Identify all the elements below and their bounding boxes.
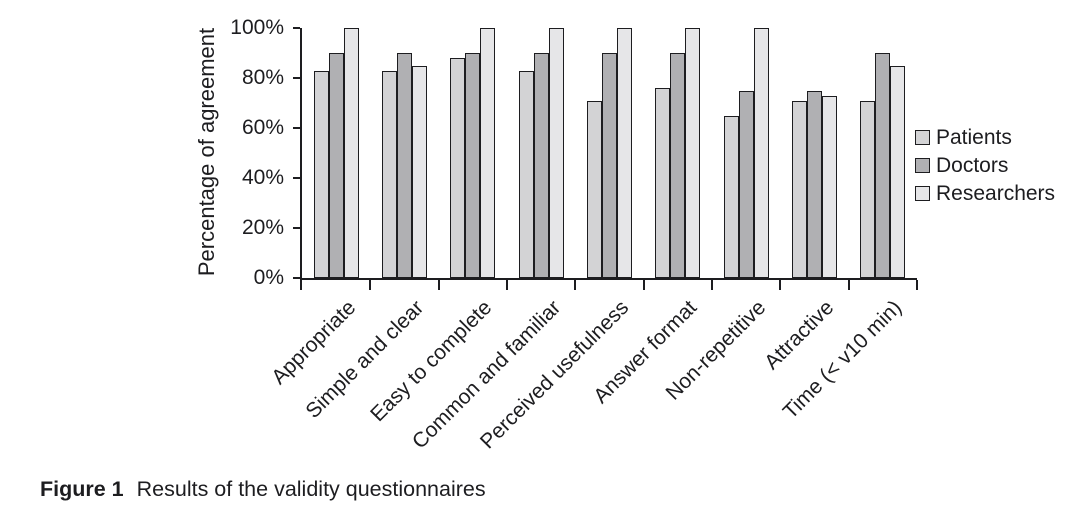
legend-swatch-researchers (915, 186, 930, 201)
bar-patients-5 (655, 88, 671, 278)
bar-researchers-4 (616, 28, 632, 278)
bar-doctors-5 (670, 53, 686, 278)
y-axis-tick (293, 277, 300, 279)
legend-entry-researchers: Researchers (915, 182, 1056, 205)
y-axis-tick-label: 60% (241, 116, 284, 139)
bar-doctors-7 (806, 90, 822, 278)
bar-group-5 (644, 28, 714, 290)
y-axis-tick-label: 80% (241, 66, 284, 89)
bar-researchers-5 (685, 28, 701, 278)
bar-researchers-3 (548, 28, 564, 278)
bar-doctors-6 (738, 90, 754, 278)
bar-researchers-6 (753, 28, 769, 278)
figure-caption: Figure 1 Results of the validity question… (40, 477, 486, 502)
legend-label-patients: Patients (936, 126, 1012, 149)
x-axis-labels: Appropriate Simple and clear Easy to compl… (267, 292, 915, 492)
bar-patients-8 (860, 100, 876, 278)
bar-researchers-0 (343, 28, 359, 278)
y-axis-tick (293, 27, 300, 29)
bar-doctors-4 (601, 53, 617, 278)
bar-group-8 (849, 28, 919, 290)
bar-group-6 (712, 28, 782, 290)
y-axis-tick (293, 127, 300, 129)
bar-researchers-2 (480, 28, 496, 278)
bar-doctors-2 (465, 53, 481, 278)
y-axis-tick (293, 177, 300, 179)
legend: Patients Doctors Researchers (915, 126, 1056, 205)
figure-caption-text: Results of the validity questionnaires (136, 477, 486, 501)
y-axis-tick-label: 100% (230, 16, 284, 39)
legend-swatch-patients (915, 130, 930, 145)
bar-patients-3 (518, 70, 534, 278)
bar-doctors-3 (533, 53, 549, 278)
bar-group-7 (780, 28, 850, 290)
bar-researchers-8 (890, 65, 906, 278)
legend-label-researchers: Researchers (936, 182, 1056, 205)
bar-patients-2 (450, 58, 466, 278)
bar-patients-6 (723, 115, 739, 278)
bar-patients-1 (381, 70, 397, 278)
bar-group-2 (439, 28, 509, 290)
y-axis-tick-label: 20% (241, 216, 284, 239)
legend-swatch-doctors (915, 158, 930, 173)
chart-plot-area: 0% 20% 40% 60% 80% 100% (230, 17, 919, 290)
bar-doctors-0 (328, 53, 344, 278)
figure-caption-label: Figure 1 (40, 477, 124, 501)
bar-doctors-8 (875, 53, 891, 278)
y-axis-tick (293, 227, 300, 229)
y-axis-tick (293, 77, 300, 79)
bar-patients-7 (791, 100, 807, 278)
bar-researchers-7 (821, 95, 837, 278)
bar-researchers-1 (411, 65, 427, 278)
legend-entry-patients: Patients (915, 126, 1055, 149)
y-axis-tick-label: 40% (241, 166, 284, 189)
legend-entry-doctors: Doctors (915, 154, 1055, 177)
bar-group-1 (370, 28, 440, 290)
legend-label-doctors: Doctors (936, 154, 1009, 177)
y-axis-tick-label: 0% (253, 266, 284, 289)
bar-group-3 (507, 28, 577, 290)
bar-doctors-1 (396, 53, 412, 278)
bar-group-0 (302, 28, 372, 290)
bar-group-4 (575, 28, 645, 290)
bar-patients-0 (313, 70, 329, 278)
bar-patients-4 (586, 100, 602, 278)
